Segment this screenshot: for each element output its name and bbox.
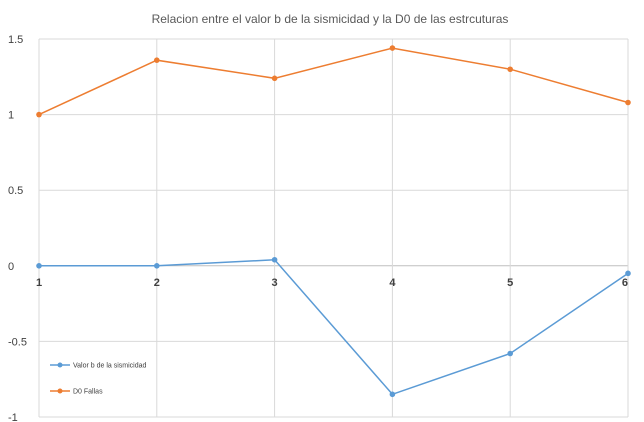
- legend-label: Valor b de la sismicidad: [73, 363, 147, 370]
- data-point: [625, 99, 631, 106]
- y-tick-label: 1.5: [8, 34, 23, 46]
- data-point: [389, 391, 396, 398]
- legend-swatch-marker: [57, 362, 63, 368]
- legend-entry: Valor b de la sismicidad: [50, 362, 147, 370]
- data-point: [507, 350, 513, 357]
- legend: Valor b de la sismicidad D0 Fallas: [50, 362, 147, 396]
- series-line: [38, 47, 629, 116]
- data-point: [271, 256, 278, 263]
- data-point: [154, 57, 160, 63]
- y-tick-label: 0.5: [8, 185, 23, 197]
- data-point: [271, 75, 278, 82]
- data-point: [154, 263, 160, 269]
- data-point: [36, 111, 42, 118]
- y-tick-label: -1: [8, 412, 18, 422]
- series-2: [36, 45, 631, 118]
- data-point: [36, 263, 42, 269]
- x-tick-label: 5: [507, 277, 513, 289]
- chart-title: Relacion entre el valor b de la sismicid…: [152, 12, 509, 26]
- x-tick-label: 1: [36, 277, 42, 289]
- x-tick-label: 2: [154, 277, 160, 289]
- x-tick-label: 6: [622, 277, 628, 289]
- legend-swatch-marker: [57, 388, 63, 394]
- legend-label: D0 Fallas: [73, 389, 103, 396]
- axes: -1 -0.5 0 0.5 1 1.5 1 2 3 4 5 6: [8, 34, 628, 422]
- series-1: [36, 256, 631, 398]
- x-tick-label: 4: [389, 277, 396, 289]
- y-tick-label: 0: [8, 261, 14, 273]
- legend-entry: D0 Fallas: [50, 388, 103, 396]
- data-point: [507, 66, 513, 73]
- y-tick-label: 1: [8, 110, 14, 122]
- y-tick-label: -0.5: [8, 336, 27, 348]
- series-line: [39, 259, 629, 396]
- data-point: [625, 270, 631, 277]
- data-point: [389, 45, 396, 51]
- x-tick-label: 3: [272, 277, 278, 289]
- series: [36, 45, 631, 398]
